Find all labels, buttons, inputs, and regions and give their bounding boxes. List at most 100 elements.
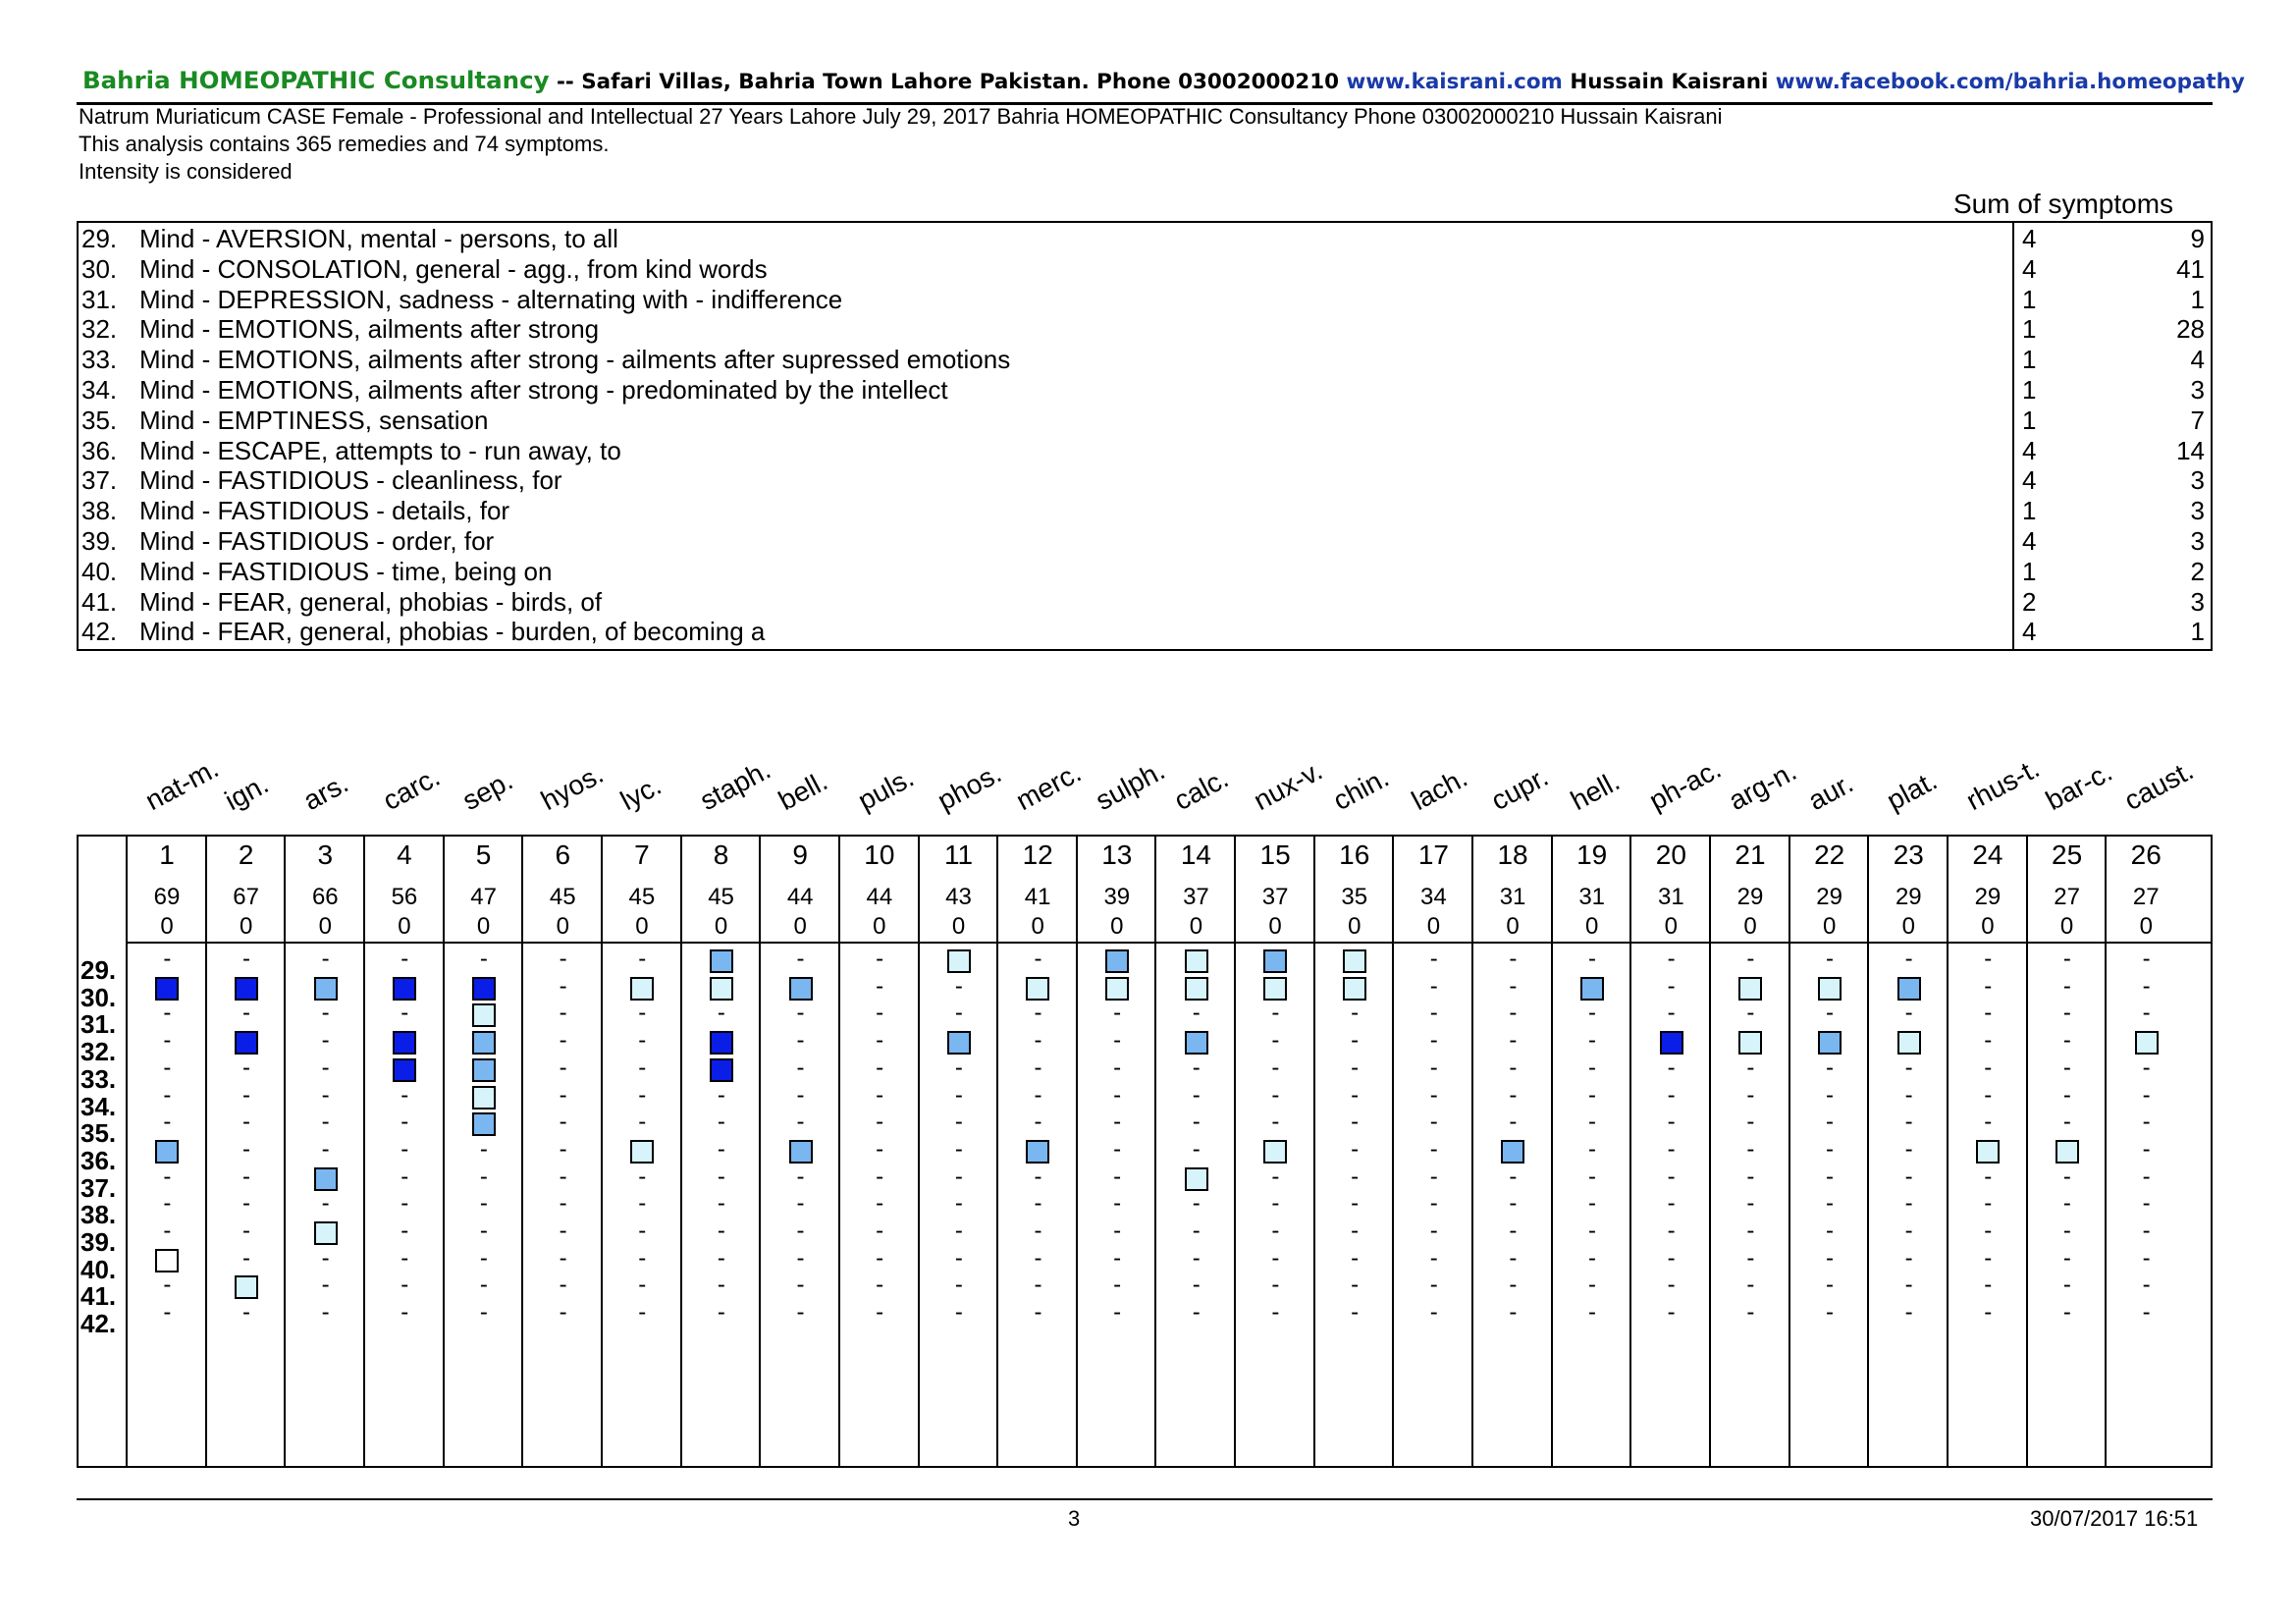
symptom-count: 7	[2190, 405, 2205, 435]
symptom-text: Mind - EMOTIONS, ailments after strong -…	[139, 375, 948, 405]
empty-cell-dash: -	[400, 1135, 409, 1163]
empty-cell-dash: -	[954, 1109, 963, 1136]
symptom-row: 32. Mind - EMOTIONS, ailments after stron…	[79, 314, 2211, 345]
empty-cell-dash: -	[1271, 1272, 1280, 1299]
empty-cell-dash: -	[954, 1218, 963, 1244]
remedy-name: caust.	[2119, 754, 2199, 817]
remedy-name: plat.	[1882, 764, 1943, 817]
empty-cell-dash: -	[2142, 972, 2151, 1000]
empty-cell-dash: -	[1509, 1272, 1518, 1299]
empty-cell-dash: -	[321, 1190, 330, 1218]
grid-column-line	[600, 837, 603, 1466]
grid-column-line	[284, 837, 287, 1466]
symptom-row: 31. Mind - DEPRESSION, sadness - alternat…	[79, 285, 2211, 315]
empty-cell-dash: -	[1904, 1272, 1913, 1299]
empty-cell-dash: -	[2142, 1272, 2151, 1299]
remedy-score: 34	[1420, 884, 1447, 910]
symptom-row: 36. Mind - ESCAPE, attempts to - run away…	[79, 436, 2211, 466]
remedy-index: 10	[864, 839, 895, 870]
empty-cell-dash: -	[1351, 1218, 1360, 1244]
grade-cell	[313, 976, 338, 1001]
empty-cell-dash: -	[559, 946, 567, 972]
grid-row-label: 38.	[80, 1200, 117, 1230]
grid-column-line	[1867, 837, 1870, 1466]
empty-cell-dash: -	[241, 1163, 250, 1190]
symptom-row: 41. Mind - FEAR, general, phobias - birds…	[79, 587, 2211, 618]
empty-cell-dash: -	[1825, 946, 1834, 972]
symptom-number: 29.	[81, 224, 118, 253]
empty-cell-dash: -	[1113, 1163, 1122, 1190]
remedy-name: lyc.	[614, 770, 667, 817]
grid-column-line	[1550, 837, 1553, 1466]
grade-cell	[313, 1221, 338, 1245]
facebook-link[interactable]: www.facebook.com/bahria.homeopathy	[1775, 70, 2245, 93]
grade-cell	[393, 1031, 417, 1056]
remedy-subscore: 0	[1110, 913, 1124, 940]
grade-cell	[709, 976, 733, 1001]
empty-cell-dash: -	[1351, 1109, 1360, 1136]
grid-row-label: 34.	[80, 1091, 117, 1121]
empty-cell-dash: -	[1113, 1190, 1122, 1218]
empty-cell-dash: -	[1904, 1190, 1913, 1218]
empty-cell-dash: -	[1825, 1081, 1834, 1109]
remedy-score: 27	[2054, 884, 2080, 910]
empty-cell-dash: -	[163, 1299, 172, 1326]
empty-cell-dash: -	[1588, 1109, 1597, 1136]
empty-cell-dash: -	[1746, 1135, 1755, 1163]
empty-cell-dash: -	[1588, 946, 1597, 972]
symptom-row: 30. Mind - CONSOLATION, general - agg., f…	[79, 254, 2211, 285]
empty-cell-dash: -	[638, 1054, 647, 1081]
empty-cell-dash: -	[954, 1163, 963, 1190]
remedy-score: 37	[1261, 884, 1289, 910]
empty-cell-dash: -	[1271, 1000, 1280, 1027]
empty-cell-dash: -	[1984, 972, 1993, 1000]
remedy-score: 45	[708, 884, 734, 910]
grid-row-label: 31.	[80, 1009, 117, 1040]
remedy-subscore: 0	[1743, 913, 1757, 940]
empty-cell-dash: -	[1667, 1299, 1676, 1326]
remedy-index: 8	[713, 839, 729, 870]
empty-cell-dash: -	[1034, 946, 1042, 972]
empty-cell-dash: -	[1429, 1218, 1438, 1244]
empty-cell-dash: -	[2062, 1272, 2071, 1299]
brand-name: Bahria HOMEOPATHIC Consultancy	[82, 67, 550, 94]
empty-cell-dash: -	[876, 1081, 884, 1109]
grade-cell	[155, 1139, 180, 1164]
empty-cell-dash: -	[1984, 1244, 1993, 1272]
remedy-index: 22	[1814, 839, 1845, 870]
empty-cell-dash: -	[796, 1081, 805, 1109]
empty-cell-dash: -	[1825, 1244, 1834, 1272]
grade-cell	[630, 976, 655, 1001]
empty-cell-dash: -	[796, 1163, 805, 1190]
empty-cell-dash: -	[876, 1109, 884, 1136]
empty-cell-dash: -	[1509, 1299, 1518, 1326]
empty-cell-dash: -	[321, 1244, 330, 1272]
empty-cell-dash: -	[796, 1244, 805, 1272]
empty-cell-dash: -	[1034, 1190, 1042, 1218]
empty-cell-dash: -	[876, 1000, 884, 1027]
remedy-score: 29	[1816, 884, 1842, 910]
empty-cell-dash: -	[1588, 1218, 1597, 1244]
empty-cell-dash: -	[1351, 1272, 1360, 1299]
empty-cell-dash: -	[1825, 1190, 1834, 1218]
empty-cell-dash: -	[479, 1135, 488, 1163]
symptom-text: Mind - FASTIDIOUS - cleanliness, for	[139, 465, 562, 496]
website-link[interactable]: www.kaisrani.com	[1346, 70, 1563, 93]
empty-cell-dash: -	[1192, 1272, 1201, 1299]
remedy-score: 35	[1341, 884, 1368, 910]
symptom-text: Mind - EMOTIONS, ailments after strong	[139, 314, 600, 345]
grid-row-label: 36.	[80, 1145, 117, 1175]
grade-cell	[1896, 1031, 1921, 1056]
grade-cell	[1738, 1031, 1763, 1056]
remedy-score: 31	[1657, 884, 1684, 910]
grade-cell	[1501, 1139, 1525, 1164]
grade-cell	[1026, 1139, 1050, 1164]
empty-cell-dash: -	[1588, 1190, 1597, 1218]
empty-cell-dash: -	[954, 1244, 963, 1272]
grade-cell	[155, 1248, 180, 1272]
grade-cell	[1105, 949, 1130, 973]
empty-cell-dash: -	[2142, 946, 2151, 972]
remedy-index: 13	[1101, 839, 1133, 870]
empty-cell-dash: -	[1825, 1218, 1834, 1244]
empty-cell-dash: -	[2142, 1000, 2151, 1027]
